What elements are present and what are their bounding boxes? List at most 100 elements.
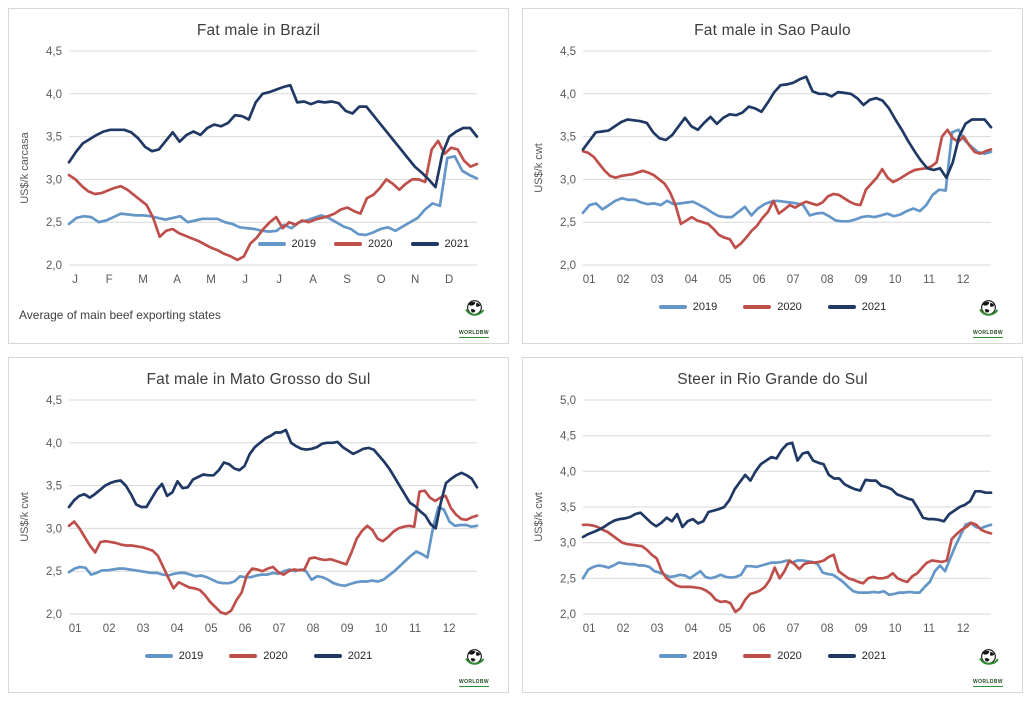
x-tick-label: A (173, 274, 181, 286)
series-line-2020 (581, 521, 993, 614)
x-tick-label: 09 (855, 274, 868, 286)
x-tick-label: 04 (685, 623, 698, 635)
x-tick-label: 08 (821, 623, 834, 635)
y-tick-label: 4,0 (46, 89, 62, 101)
chart-panel-steer-rio-grande-do-sul: Steer in Rio Grande do Sul US$/k cwt 2,0… (522, 357, 1023, 693)
legend-item-2019: 2019 (144, 650, 204, 662)
legend-label: 2019 (692, 650, 718, 662)
x-tick-label: 01 (583, 623, 596, 635)
x-tick-label: 04 (685, 274, 698, 286)
legend-item-2020: 2020 (229, 650, 288, 662)
x-tick-label: S (343, 274, 351, 286)
legend-label: 2019 (178, 650, 204, 662)
y-tick-label: 2,0 (560, 609, 576, 621)
legend-label: 2020 (263, 650, 288, 662)
chart-title: Fat male in Sao Paulo (694, 22, 851, 39)
worldbw-logo: WORLDBW (967, 648, 1009, 687)
x-tick-label: 10 (375, 623, 388, 635)
x-tick-label: D (445, 274, 453, 286)
plot-area: 2,0 2,5 3,0 3,5 4,0 4,5 5,0 01 02 03 04 05 06 07 08 09 1… (560, 395, 993, 635)
x-tick-label: 04 (171, 623, 184, 635)
y-tick-label: 2,5 (560, 217, 576, 229)
series-line-2021 (67, 83, 479, 189)
x-tick-label: 09 (341, 623, 354, 635)
worldbw-logo: WORLDBW (967, 299, 1009, 338)
y-tick-label: 3,0 (560, 538, 576, 550)
globe-icon (464, 649, 484, 665)
x-tick-label: 05 (719, 274, 732, 286)
series-line-2019 (581, 128, 993, 223)
legend-item-2021: 2021 (827, 301, 887, 313)
legend-swatch (144, 654, 173, 658)
chart-footnote: Average of main beef exporting states (19, 308, 221, 322)
x-tick-label: 11 (923, 274, 935, 286)
x-tick-label: 06 (753, 274, 766, 286)
legend-label: 2020 (777, 301, 802, 313)
legend-label: 2020 (368, 238, 393, 250)
legend: 2019 2020 2021 (257, 238, 469, 250)
x-tick-label: 02 (617, 274, 630, 286)
legend-label: 2019 (291, 238, 317, 250)
plot-container: 2,0 2,5 3,0 3,5 4,0 4,5 J F M A M J J A S O N D 2019 2020 2… (33, 42, 491, 294)
y-tick-label: 2,5 (46, 566, 62, 578)
legend-label: 2021 (861, 301, 887, 313)
x-tick-label: O (377, 274, 386, 286)
legend-swatch (334, 242, 363, 246)
plot-container: 2,0 2,5 3,0 3,5 4,0 4,5 01 02 03 04 05 06 07 08 09 10 11… (33, 391, 491, 643)
legend-swatch (410, 242, 439, 246)
legend-item-2020: 2020 (743, 650, 802, 662)
y-tick-label: 4,0 (560, 466, 576, 478)
legend-label: 2021 (444, 238, 469, 250)
x-tick-label: 12 (957, 274, 970, 286)
legend-swatch (743, 654, 772, 658)
y-tick-label: 3,5 (560, 502, 576, 514)
x-tick-label: N (411, 274, 419, 286)
plot-area: 2,0 2,5 3,0 3,5 4,0 4,5 J F M A M J J A S O N D (46, 46, 479, 286)
y-tick-label: 4,5 (560, 46, 576, 58)
chart-body: US$/k carcasa 2,0 2,5 3,0 3,5 4,0 4,5 J F M A M J J A… (17, 42, 500, 294)
chart-title: Fat male in Mato Grosso do Sul (146, 371, 371, 388)
y-tick-label: 2,0 (46, 609, 62, 621)
y-axis-title-column: US$/k cwt (531, 391, 547, 643)
x-tick-label: 10 (889, 274, 902, 286)
x-tick-label: 05 (205, 623, 218, 635)
legend: 2019 2020 2021 (531, 301, 1014, 313)
chart-panel-fat-male-mato-grosso-do-sul: Fat male in Mato Grosso do Sul US$/k cwt… (8, 357, 509, 693)
legend-item-2020: 2020 (334, 238, 393, 250)
x-tick-label: J (242, 274, 248, 286)
globe-icon (978, 300, 998, 316)
x-tick-label: 12 (957, 623, 970, 635)
series-line-2020 (67, 489, 479, 616)
series-line-2021 (581, 441, 993, 539)
y-tick-label: 4,5 (46, 46, 62, 58)
x-tick-label: 03 (137, 623, 150, 635)
x-tick-label: 01 (69, 623, 82, 635)
y-axis-title: US$/k cwt (533, 492, 546, 542)
chart-title: Steer in Rio Grande do Sul (677, 371, 868, 388)
x-tick-label: 02 (617, 623, 630, 635)
x-tick-label: M (138, 274, 148, 286)
x-tick-label: 10 (889, 623, 902, 635)
x-tick-label: 03 (651, 274, 664, 286)
y-tick-label: 4,0 (46, 438, 62, 450)
series-line-2021 (581, 75, 993, 180)
worldbw-logo: WORLDBW (453, 299, 495, 338)
panel-footer: Average of main beef exporting states (17, 306, 500, 324)
legend-item-2021: 2021 (313, 650, 372, 662)
y-tick-label: 4,5 (560, 431, 576, 443)
legend: 2019 2020 2021 (531, 650, 1014, 662)
x-tick-label: 03 (651, 623, 664, 635)
chart-title: Fat male in Brazil (196, 22, 321, 39)
x-tick-label: A (309, 274, 317, 286)
chart-body: US$/k cwt 2,0 2,5 3,0 3,5 4,0 4,5 01 02 03 04 05 06… (531, 42, 1014, 294)
legend-swatch (229, 654, 258, 658)
y-tick-label: 3,0 (46, 174, 62, 186)
legend-swatch (827, 654, 856, 658)
legend-swatch (257, 242, 286, 246)
y-tick-label: 3,5 (560, 132, 576, 144)
legend-item-2019: 2019 (658, 301, 717, 313)
y-axis-title: US$/k carcasa (19, 132, 31, 204)
chart-panel-fat-male-sao-paulo: Fat male in Sao Paulo US$/k cwt 2,0 2,5 3,… (522, 8, 1023, 344)
x-tick-label: J (276, 274, 282, 286)
legend: 2019 2020 2021 (17, 650, 500, 662)
